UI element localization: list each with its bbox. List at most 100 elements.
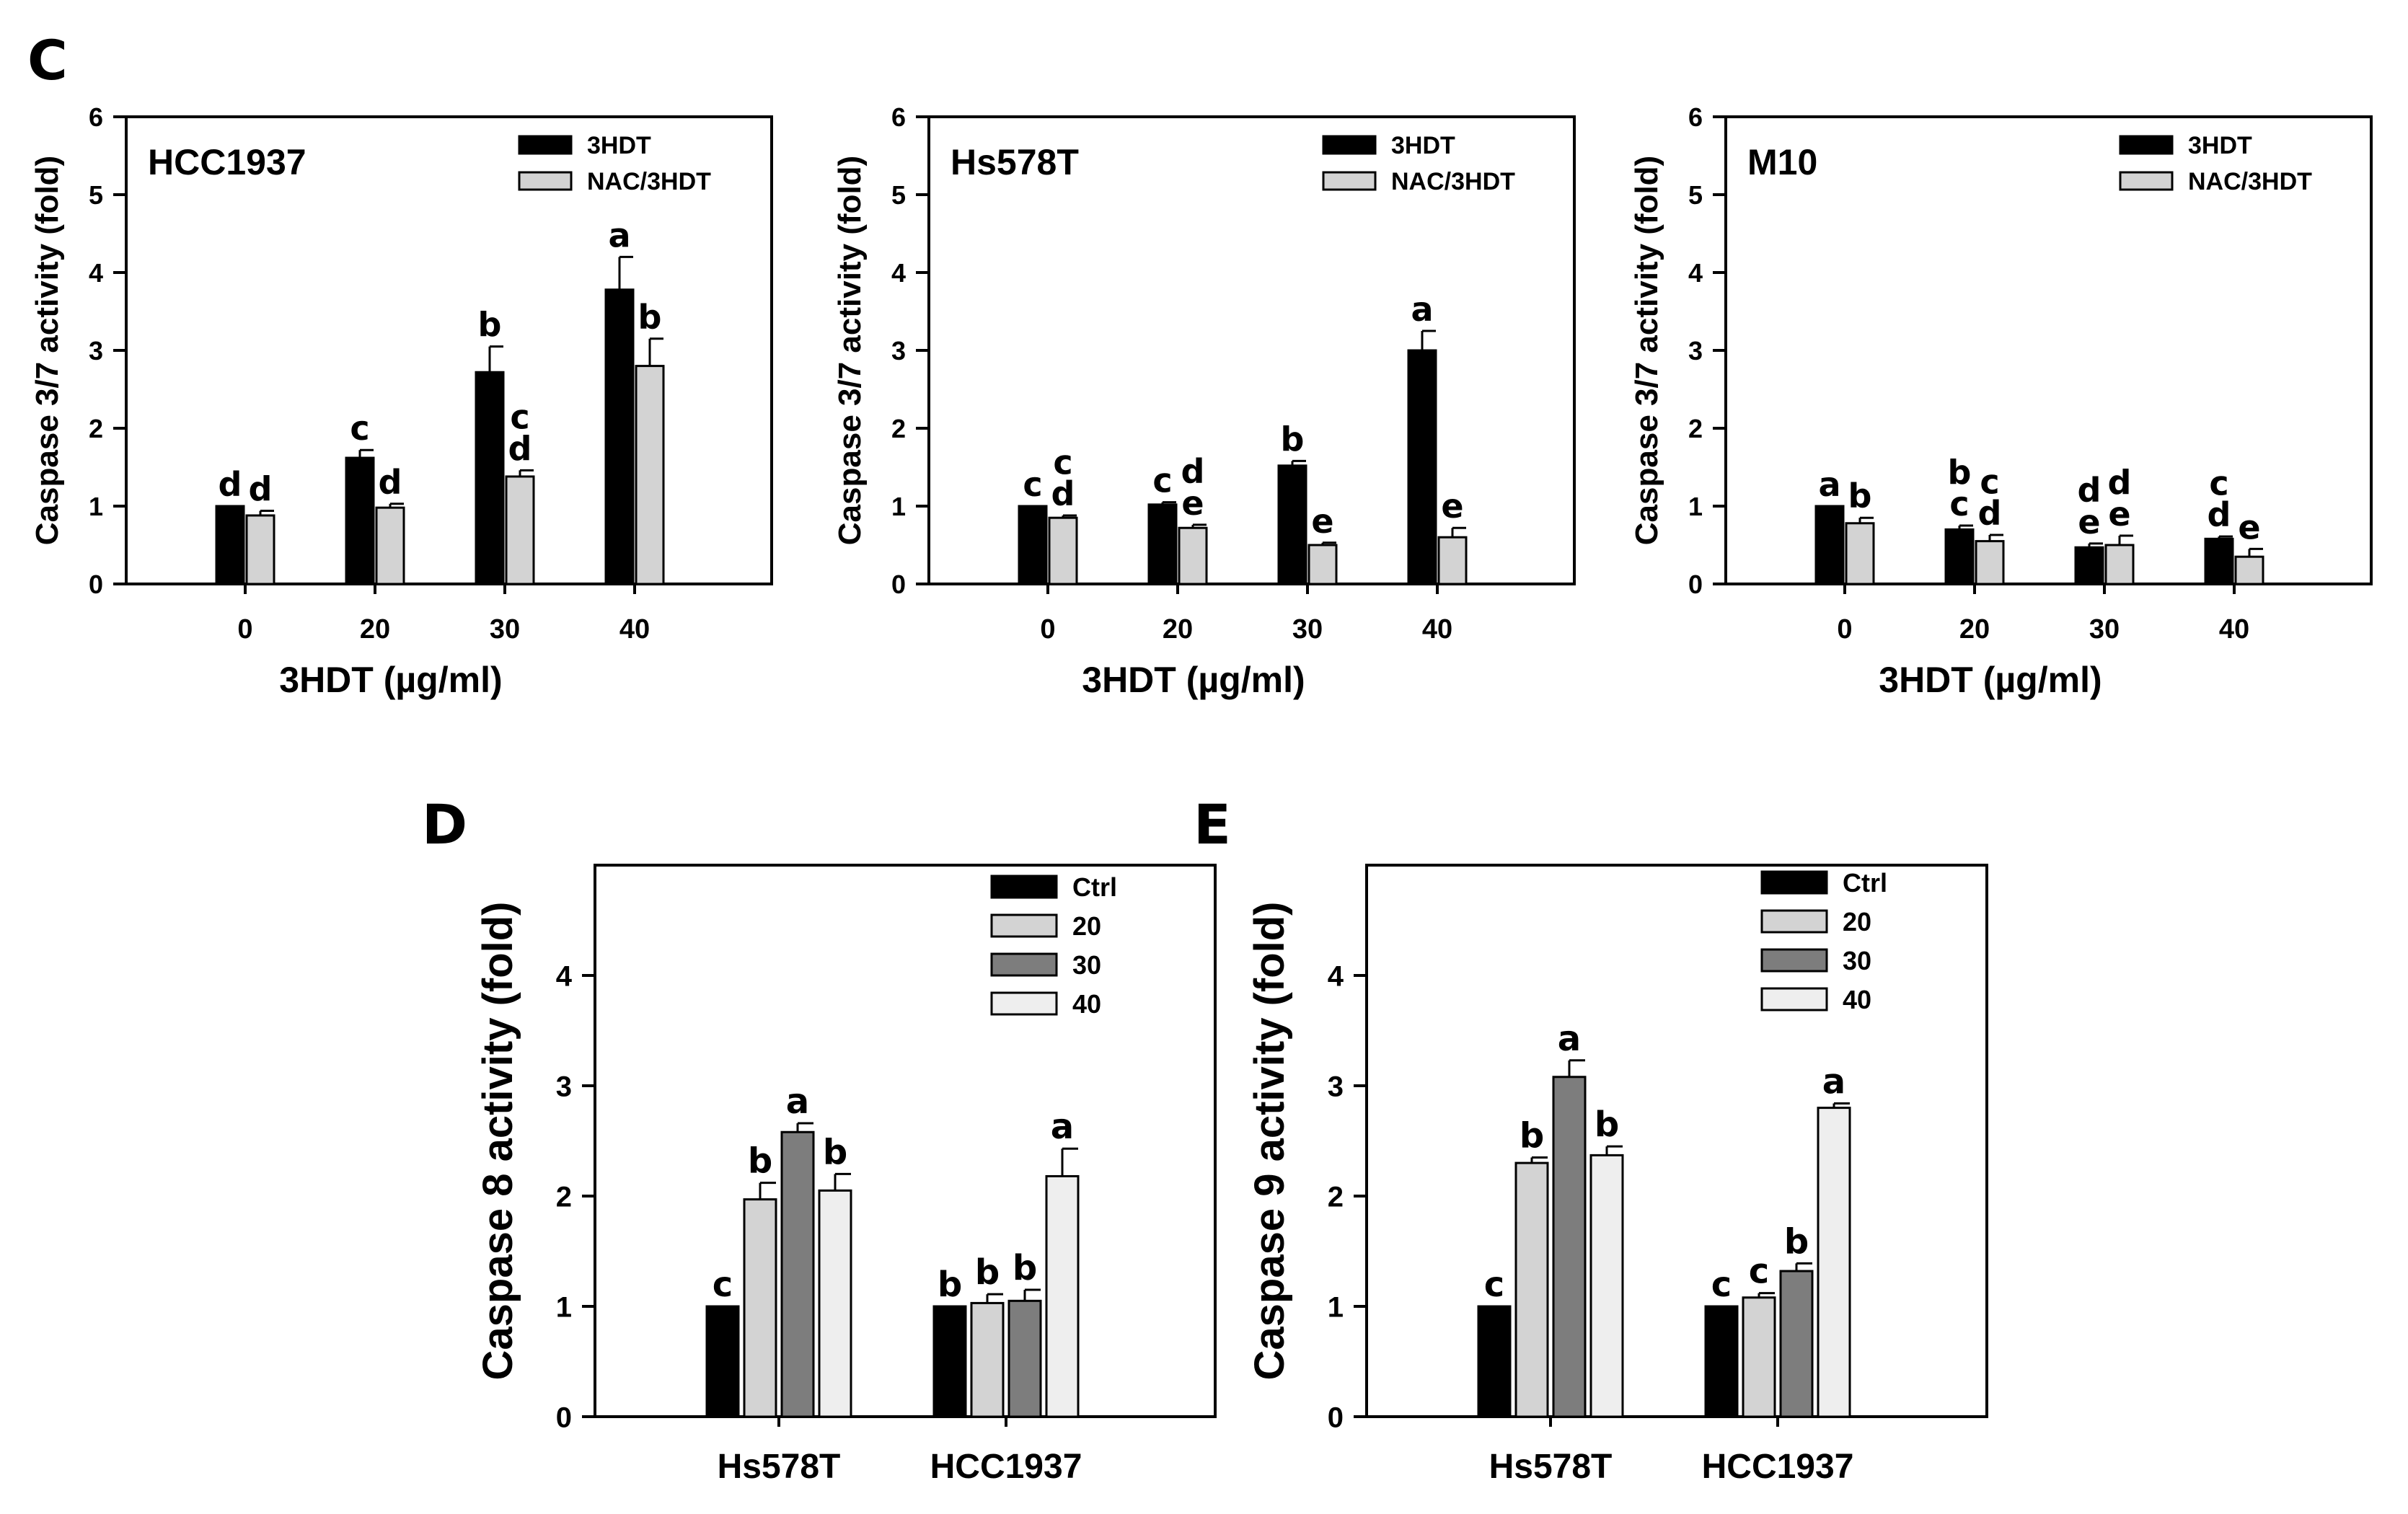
significance-letter: b bbox=[638, 298, 662, 337]
legend-swatch bbox=[2119, 135, 2174, 155]
significance-letter: b bbox=[1848, 477, 1872, 515]
x-tick-label: 30 bbox=[490, 614, 520, 645]
legend-swatch bbox=[990, 991, 1058, 1016]
significance-letter-line: e bbox=[2078, 503, 2100, 541]
significance-letter: c bbox=[713, 1265, 733, 1305]
bar bbox=[1704, 1305, 1739, 1418]
significance-letter: d bbox=[379, 463, 402, 502]
legend-label: 3HDT bbox=[587, 132, 651, 159]
x-axis-title: 3HDT (µg/ml) bbox=[279, 660, 502, 700]
significance-letter-line: d bbox=[2078, 471, 2102, 510]
significance-letter-line: e bbox=[2108, 495, 2130, 534]
legend-label: NAC/3HDT bbox=[2188, 168, 2312, 195]
significance-letter: b bbox=[1595, 1104, 1619, 1145]
y-tick-label: 1 bbox=[556, 1291, 572, 1323]
x-tick-label: 20 bbox=[1163, 614, 1193, 645]
y-tick-label: 4 bbox=[89, 258, 103, 288]
significance-letter-line: c bbox=[1980, 462, 1999, 501]
legend-label: 3HDT bbox=[1391, 132, 1455, 159]
significance-letter: c bbox=[350, 409, 369, 448]
significance-letter-line: b bbox=[975, 1252, 1000, 1293]
significance-letter: e bbox=[2238, 508, 2260, 546]
significance-letter: c bbox=[1749, 1252, 1769, 1292]
significance-letter: e bbox=[1441, 487, 1463, 526]
plot-frame bbox=[594, 864, 1217, 1418]
legend-label: 40 bbox=[1072, 989, 1101, 1019]
chart-title: HCC1937 bbox=[148, 142, 306, 182]
x-tick-label: Hs578T bbox=[718, 1448, 841, 1486]
significance-letter-line: e bbox=[1441, 487, 1463, 526]
x-tick-label: Hs578T bbox=[1489, 1448, 1613, 1486]
y-axis-title: Caspase 3/7 activity (fold) bbox=[1629, 156, 1664, 545]
y-axis-title: Caspase 3/7 activity (fold) bbox=[30, 156, 65, 545]
y-tick-label: 2 bbox=[556, 1181, 572, 1213]
x-tick-label: 40 bbox=[2219, 614, 2249, 645]
significance-letter-line: c bbox=[1053, 443, 1072, 482]
bar bbox=[1552, 1076, 1587, 1418]
significance-letter-line: d bbox=[2108, 463, 2132, 502]
y-axis-title: Caspase 3/7 activity (fold) bbox=[832, 156, 868, 545]
legend-swatch bbox=[1760, 909, 1828, 934]
chart-title: M10 bbox=[1747, 142, 1817, 182]
bar bbox=[1845, 522, 1875, 585]
significance-letter-line: d bbox=[219, 465, 242, 504]
y-tick-label: 4 bbox=[891, 258, 906, 288]
significance-letter: c bbox=[1711, 1265, 1732, 1305]
y-axis-title: Caspase 9 activity (fold) bbox=[1246, 902, 1293, 1381]
significance-letter-line: c bbox=[1484, 1265, 1504, 1305]
bar bbox=[1048, 516, 1078, 585]
legend-label: 20 bbox=[1843, 907, 1871, 937]
bar bbox=[475, 371, 505, 585]
chart-title: Hs578T bbox=[951, 142, 1079, 182]
y-tick-label: 4 bbox=[1688, 258, 1703, 288]
legend-swatch bbox=[1322, 171, 1377, 191]
y-tick-label: 0 bbox=[891, 570, 906, 599]
y-tick-label: 2 bbox=[1688, 414, 1703, 443]
legend-label: 30 bbox=[1843, 946, 1871, 975]
significance-letter: e bbox=[1311, 502, 1333, 541]
significance-letter-line: e bbox=[2238, 508, 2260, 546]
significance-letter: d bbox=[219, 465, 242, 504]
bar bbox=[1407, 349, 1437, 585]
bar bbox=[375, 506, 405, 585]
significance-letter-line: c bbox=[1949, 484, 1969, 523]
panel-label: C bbox=[27, 28, 68, 92]
significance-letter-line: c bbox=[1749, 1252, 1769, 1292]
bar bbox=[705, 1305, 740, 1418]
legend-swatch bbox=[1760, 987, 1828, 1011]
plot-frame bbox=[1365, 864, 1988, 1418]
significance-letter-line: a bbox=[1822, 1061, 1845, 1102]
y-tick-label: 1 bbox=[89, 492, 103, 521]
bar bbox=[345, 456, 375, 585]
legend-label: 20 bbox=[1072, 911, 1101, 941]
legend-label: NAC/3HDT bbox=[587, 168, 711, 195]
x-axis-title: 3HDT (µg/ml) bbox=[1879, 660, 2102, 700]
x-tick-label: HCC1937 bbox=[1702, 1448, 1854, 1486]
bar bbox=[1147, 503, 1178, 585]
x-tick-label: 0 bbox=[1837, 614, 1852, 645]
significance-letter-line: a bbox=[1051, 1107, 1074, 1147]
significance-letter-line: d bbox=[1181, 452, 1205, 491]
significance-letter-line: c bbox=[1152, 461, 1172, 500]
legend-label: 40 bbox=[1843, 985, 1871, 1014]
legend-label: 30 bbox=[1072, 950, 1101, 980]
x-tick-label: 30 bbox=[2089, 614, 2120, 645]
significance-letter: a bbox=[1411, 290, 1433, 329]
significance-letter: b bbox=[478, 306, 502, 345]
significance-letter: b bbox=[748, 1141, 772, 1182]
legend-label: Ctrl bbox=[1843, 868, 1887, 898]
significance-letter: a bbox=[786, 1081, 809, 1122]
significance-letter-line: c bbox=[713, 1265, 733, 1305]
legend-swatch bbox=[518, 135, 573, 155]
significance-letter: b bbox=[1520, 1115, 1544, 1156]
legend-swatch bbox=[990, 913, 1058, 938]
legend-swatch bbox=[990, 952, 1058, 977]
bar bbox=[1437, 536, 1468, 585]
y-tick-label: 6 bbox=[1688, 102, 1703, 132]
bar bbox=[604, 288, 635, 585]
x-tick-label: 20 bbox=[1959, 614, 1990, 645]
